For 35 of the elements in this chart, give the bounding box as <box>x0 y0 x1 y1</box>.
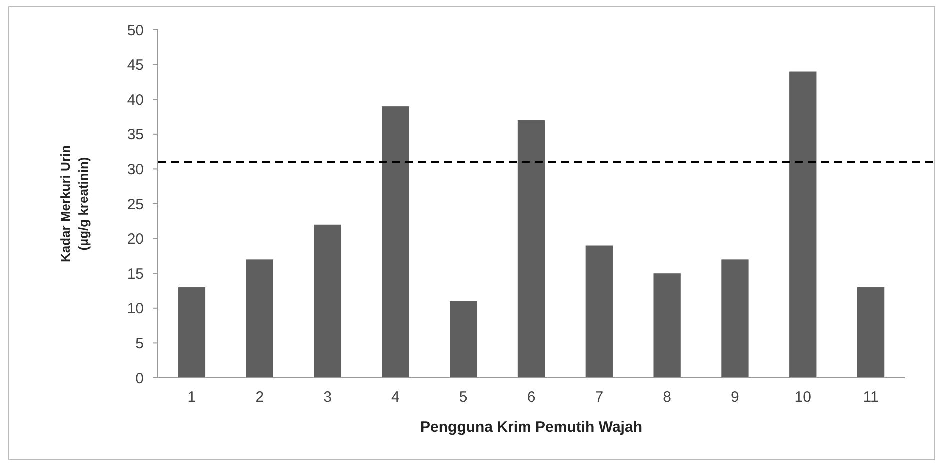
bar <box>450 301 478 378</box>
y-tick-label: 35 <box>127 126 144 144</box>
bar <box>246 260 274 378</box>
bar <box>857 288 885 378</box>
x-tick-label: 5 <box>459 389 468 406</box>
x-tick-label: 8 <box>663 389 672 406</box>
x-tick-label: 11 <box>863 389 879 406</box>
x-tick-label: 3 <box>324 389 332 406</box>
y-axis-title: Kadar Merkuri Urin (µg/g kreatinin) <box>58 145 91 263</box>
x-tick-label: 2 <box>256 389 264 406</box>
x-tick-label: 1 <box>188 389 196 406</box>
bar <box>314 224 342 378</box>
bar <box>586 246 613 378</box>
x-tick-label: 7 <box>595 389 604 406</box>
x-tick-label: 6 <box>527 389 536 406</box>
bar <box>178 288 206 378</box>
y-tick-label: 25 <box>127 196 144 214</box>
y-tick-label: 45 <box>127 57 144 74</box>
y-tick-label: 40 <box>127 92 144 109</box>
bar <box>654 274 681 378</box>
y-tick-label: 10 <box>127 300 144 318</box>
x-tick-label: 4 <box>392 389 400 406</box>
x-tick-label: 9 <box>731 389 740 406</box>
x-tick-label: 10 <box>794 389 812 406</box>
y-tick-label: 15 <box>127 266 144 283</box>
bar <box>722 260 749 378</box>
bar <box>382 106 410 378</box>
y-tick-label: 0 <box>136 370 144 388</box>
y-tick-label: 5 <box>136 335 144 352</box>
y-tick-label: 20 <box>127 231 144 248</box>
y-tick-label: 30 <box>127 161 144 178</box>
x-axis-title: Pengguna Krim Pemutih Wajah <box>420 419 642 436</box>
bar <box>518 120 546 378</box>
y-tick-label: 50 <box>127 22 144 40</box>
bar <box>790 72 817 378</box>
